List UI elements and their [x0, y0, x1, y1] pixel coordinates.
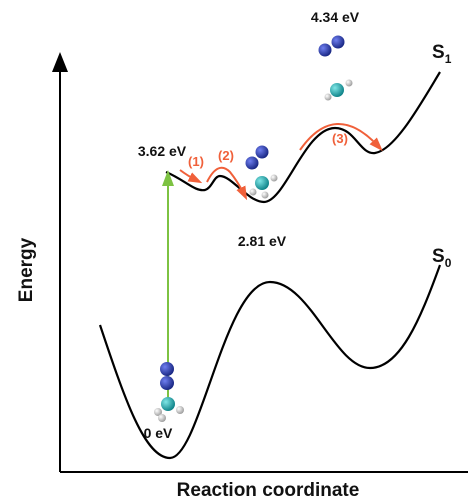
step-label: (1) [188, 154, 204, 169]
energy-label: 4.34 eV [311, 9, 360, 25]
state-label: S0 [432, 246, 452, 270]
y-axis-label: Energy [16, 237, 37, 302]
step-arrow [180, 170, 196, 180]
s1-curve [166, 72, 440, 202]
energy-label: 3.62 eV [138, 143, 187, 159]
energy-label: 2.81 eV [238, 233, 287, 249]
molecule [246, 146, 278, 199]
x-axis-label: Reaction coordinate [177, 480, 360, 501]
molecule [319, 36, 353, 101]
step-label: (3) [332, 131, 348, 146]
diagram: Energy Reaction coordinate (1) (2) (3) 3… [0, 0, 476, 502]
step-label: (2) [218, 148, 234, 163]
state-label: S1 [432, 42, 452, 66]
energy-label: 0 eV [144, 425, 173, 441]
